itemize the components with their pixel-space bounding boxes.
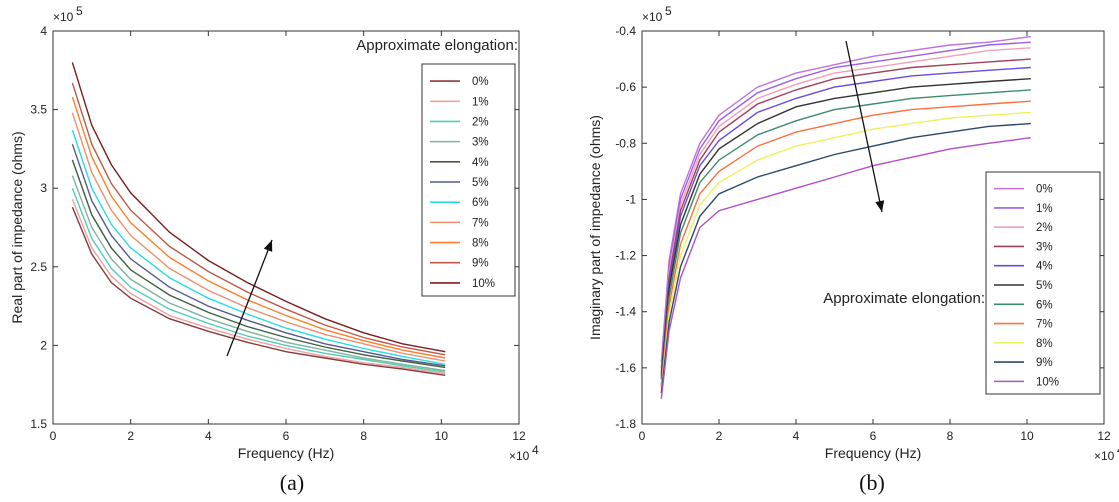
legend-entry: 5%	[1036, 280, 1053, 292]
legend-entry: 10%	[472, 278, 495, 290]
x-tick-label: 12	[512, 429, 526, 443]
y-tick-label: -1	[625, 192, 636, 206]
series-line-4pct	[71, 159, 446, 369]
y-tick-label: -1.4	[615, 305, 636, 319]
series-line-7pct	[660, 100, 1031, 388]
legend-entry: 6%	[472, 197, 489, 209]
y-tick-label: 1.5	[30, 417, 47, 431]
x-axis-label: Frequency (Hz)	[825, 445, 921, 461]
series-line-4pct	[660, 66, 1031, 377]
x-tick-label: 12	[1097, 429, 1111, 443]
y-axis-label: Imaginary part of impedance (ohms)	[587, 115, 603, 340]
y-tick-label: 3.5	[30, 103, 47, 117]
series-line-6pct	[660, 89, 1031, 385]
legend-entry: 9%	[472, 258, 489, 270]
x-tick-label: 8	[360, 429, 367, 443]
series-line-6pct	[71, 129, 446, 365]
legend-title: Approximate elongation:	[823, 290, 985, 307]
legend-entry: 8%	[472, 238, 489, 250]
legend-entry: 3%	[472, 137, 489, 149]
series-line-10pct	[71, 62, 446, 353]
x-tick-label: 4	[205, 429, 212, 443]
panel-label: (b)	[859, 470, 885, 495]
series-line-8pct	[660, 111, 1031, 391]
y-tick-label: -0.4	[615, 24, 636, 38]
series-line-7pct	[71, 112, 446, 362]
series-line-5pct	[71, 143, 446, 367]
series-line-2pct	[71, 187, 446, 373]
series-line-9pct	[71, 82, 446, 356]
legend-entry: 2%	[472, 116, 489, 128]
y-tick-label: -0.8	[615, 136, 636, 150]
x-tick-label: 6	[870, 429, 877, 443]
legend-entry: 1%	[472, 96, 489, 108]
y-multiplier-exponent: 5	[665, 4, 672, 18]
legend-box	[985, 171, 1101, 395]
legend-entry: 7%	[1036, 319, 1053, 331]
legend-entry: 9%	[1036, 357, 1053, 369]
x-tick-label: 0	[639, 429, 646, 443]
series-line-3pct	[660, 58, 1031, 374]
y-tick-label: -1.6	[615, 361, 636, 375]
legend-entry: 0%	[1036, 184, 1053, 196]
legend-entry: 6%	[1036, 299, 1053, 311]
x-tick-label: 2	[127, 429, 134, 443]
x-multiplier: ×10	[509, 449, 530, 463]
legend-entry: 4%	[1036, 261, 1053, 273]
legend-entry: 10%	[1036, 376, 1059, 388]
legend-entry: 3%	[1036, 241, 1053, 253]
trend-arrow-head	[263, 240, 273, 252]
y-multiplier: ×10	[53, 10, 74, 24]
x-multiplier: ×10	[1094, 449, 1115, 463]
series-line-3pct	[71, 175, 446, 372]
x-tick-label: 8	[947, 429, 954, 443]
legend-entry: 2%	[1036, 222, 1053, 234]
series-line-2pct	[660, 47, 1031, 371]
x-tick-label: 0	[50, 429, 57, 443]
x-multiplier-exponent: 4	[1117, 443, 1119, 457]
series-line-1pct	[71, 198, 446, 375]
y-tick-label: 2.5	[30, 260, 47, 274]
y-axis-label: Real part of impedance (ohms)	[9, 131, 25, 323]
series-line-0pct	[71, 206, 446, 376]
legend-entry: 0%	[472, 76, 489, 88]
y-tick-label: -1.8	[615, 417, 636, 431]
series-line-8pct	[71, 96, 446, 359]
legend-entry: 7%	[472, 217, 489, 229]
series-line-10pct	[660, 137, 1031, 399]
x-tick-label: 4	[793, 429, 800, 443]
y-tick-label: 2	[40, 338, 47, 352]
x-tick-label: 2	[716, 429, 723, 443]
series-line-1pct	[660, 41, 1031, 368]
x-tick-label: 10	[1020, 429, 1034, 443]
y-tick-label: 3	[40, 181, 47, 195]
legend-entry: 8%	[1036, 338, 1053, 350]
y-multiplier-exponent: 5	[76, 4, 83, 18]
legend-entry: 1%	[1036, 203, 1053, 215]
x-tick-label: 10	[435, 429, 449, 443]
trend-arrow-shaft	[845, 40, 883, 213]
legend-entry: 5%	[472, 177, 489, 189]
x-multiplier-exponent: 4	[532, 443, 539, 457]
x-tick-label: 6	[283, 429, 290, 443]
series-line-5pct	[660, 78, 1031, 380]
chart-panel-b: 0 2 4 6 8 10 12 -0.4 -0.6 -0.8 -1 -1.2 -1.4 -1.6 -1.8 ×…	[587, 4, 1119, 495]
series-line-0pct	[660, 35, 1031, 363]
y-tick-label: -1.2	[615, 249, 636, 263]
legend-title: Approximate elongation:	[356, 37, 518, 54]
panel-label: (a)	[280, 470, 304, 495]
legend-entry: 4%	[472, 157, 489, 169]
trend-arrow-shaft	[226, 239, 273, 357]
legend-box	[421, 63, 516, 297]
x-axis-label: Frequency (Hz)	[238, 445, 334, 461]
series-line-9pct	[660, 122, 1031, 394]
y-tick-label: 4	[40, 24, 47, 38]
y-multiplier: ×10	[642, 10, 663, 24]
y-tick-label: -0.6	[615, 80, 636, 94]
trend-arrow-head	[875, 200, 885, 212]
